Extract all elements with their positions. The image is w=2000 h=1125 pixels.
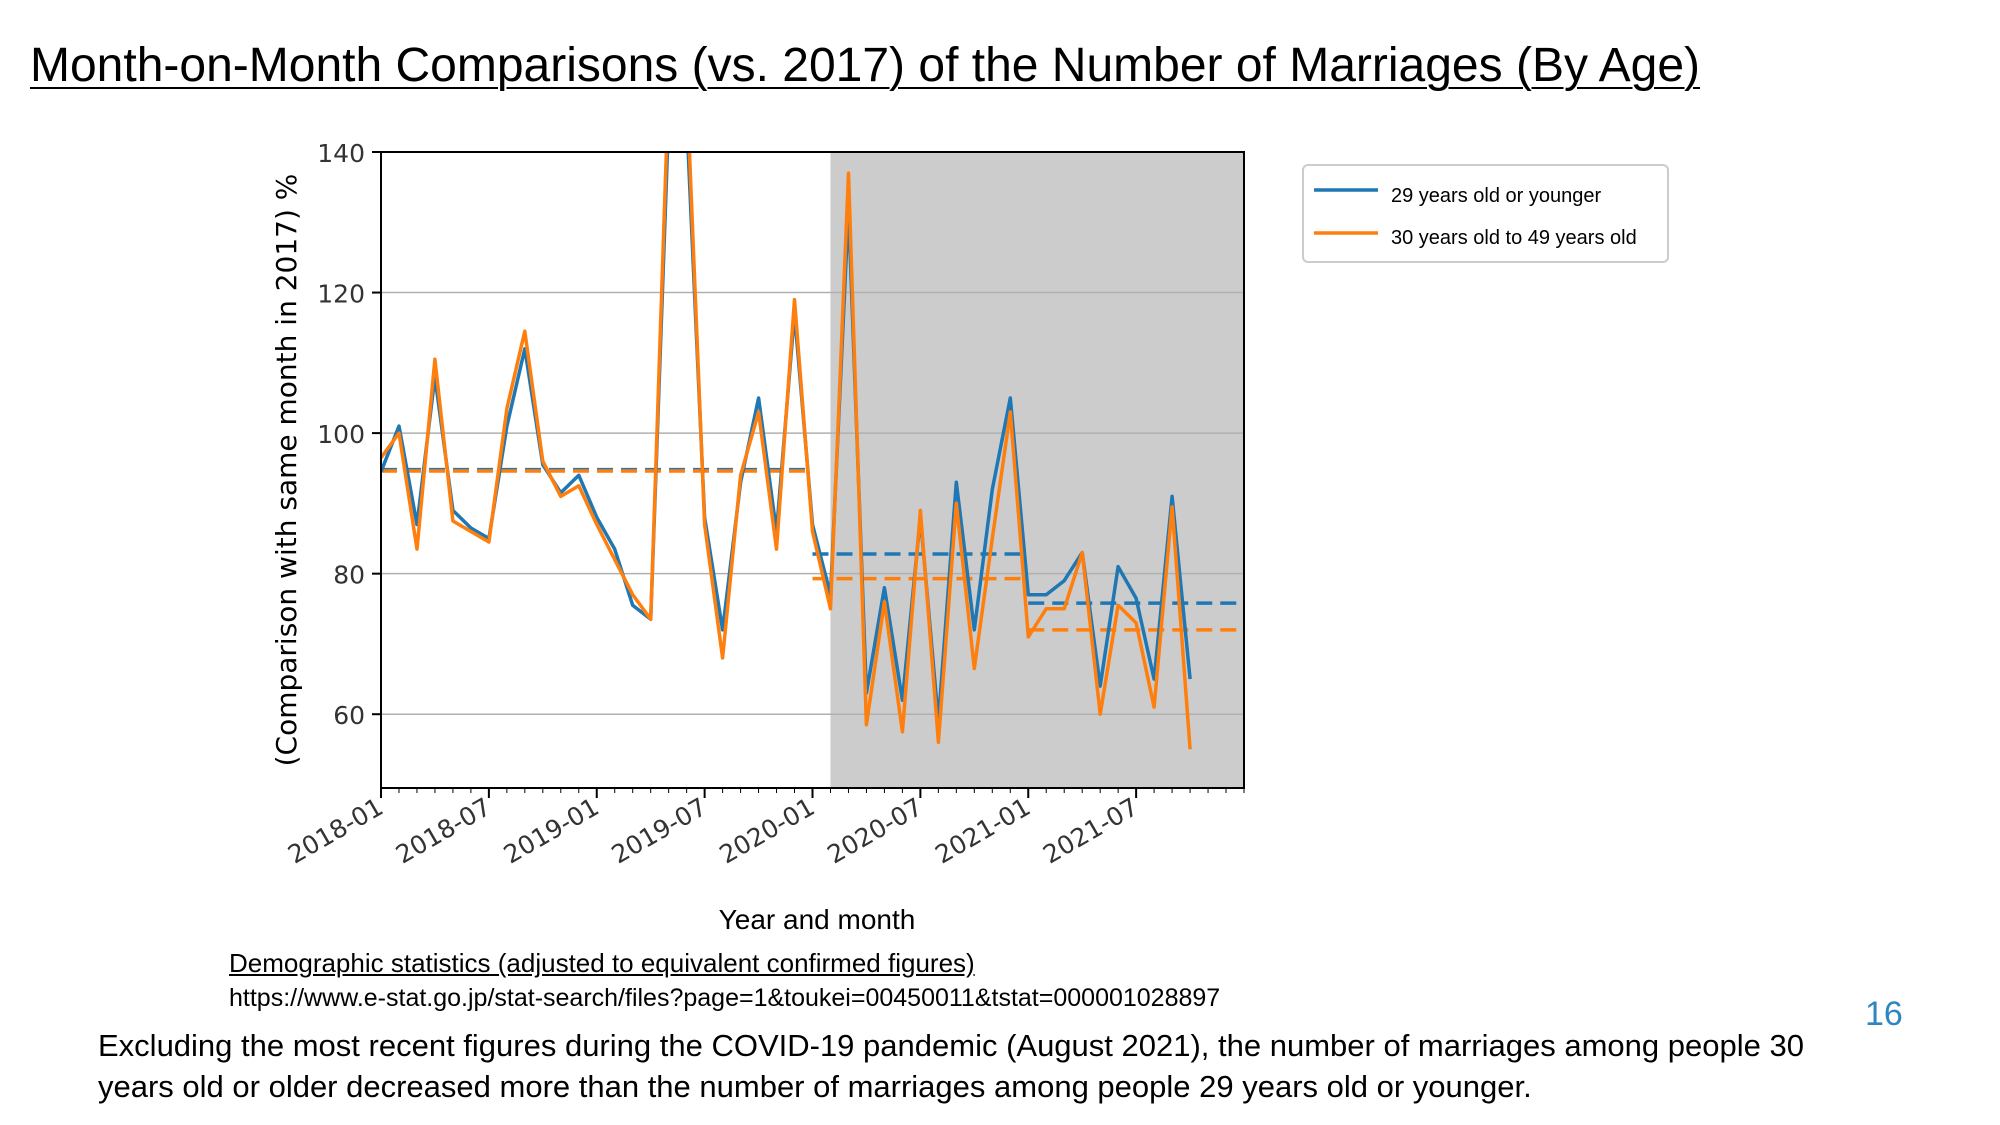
x-tick-label: 2018-01 <box>283 792 388 869</box>
x-axis: 2018-01 2018-07 2019-01 2019-07 2020-01 2020-… <box>283 788 1245 869</box>
series-lines <box>381 152 1192 750</box>
page-number: 16 <box>1865 995 1903 1033</box>
x-tick-label: 2020-07 <box>822 792 927 869</box>
source-title: Demographic statistics (adjusted to equi… <box>229 948 975 978</box>
x-axis-label: Year and month <box>719 904 916 935</box>
y-tick-label: 100 <box>317 420 365 449</box>
y-tick-label: 80 <box>333 561 365 590</box>
x-tick-label: 2018-07 <box>391 792 496 869</box>
y-tick-label: 120 <box>317 280 365 309</box>
y-tick-label: 60 <box>333 701 365 730</box>
legend: 29 years old or younger 30 years old to … <box>1302 164 1669 263</box>
legend-label-series-2: 30 years old to 49 years old <box>1391 227 1637 249</box>
y-axis: 60 80 100 120 140 <box>317 139 381 730</box>
slide-title: Month-on-Month Comparisons (vs. 2017) of… <box>30 39 1701 92</box>
footnote: Excluding the most recent figures during… <box>98 1028 1804 1104</box>
x-tick-label: 2021-07 <box>1038 792 1143 869</box>
x-tick-label: 2021-01 <box>930 792 1035 869</box>
legend-box <box>1302 164 1669 263</box>
covid-period-shade <box>830 152 1244 788</box>
legend-label-series-1: 29 years old or younger <box>1391 185 1601 207</box>
x-tick-label: 2019-07 <box>607 792 712 869</box>
x-tick-label: 2020-01 <box>715 792 820 869</box>
y-tick-label: 140 <box>317 139 365 168</box>
x-tick-label: 2019-01 <box>499 792 604 869</box>
y-axis-label: (Comparison with same month in 2017) % <box>270 174 303 767</box>
source-url: https://www.e-stat.go.jp/stat-search/fil… <box>229 984 1221 1012</box>
series-line-2 <box>381 152 1192 750</box>
